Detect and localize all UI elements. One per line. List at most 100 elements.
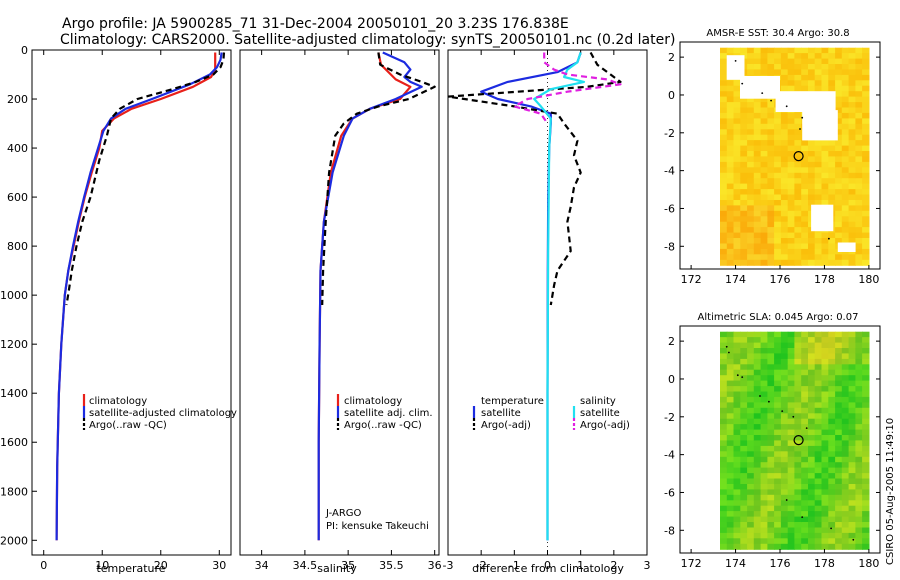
map-cell [787, 118, 796, 125]
map-cell [720, 183, 728, 190]
map-cell [780, 505, 789, 512]
map-cell [767, 467, 775, 474]
map-cell [855, 129, 863, 136]
map-cell [720, 58, 728, 65]
map-cell [841, 435, 850, 441]
map-cell [835, 380, 843, 387]
map-cell [780, 167, 789, 174]
map-cell [828, 243, 836, 250]
map-cell [774, 456, 782, 463]
map-cell [862, 107, 870, 114]
map-cell [855, 85, 863, 92]
map-cell [862, 478, 870, 485]
map-cell [767, 216, 775, 223]
map-cell [740, 451, 748, 458]
map-cell [808, 145, 816, 152]
map-cell [794, 538, 802, 545]
map-cell [760, 429, 768, 436]
map-cell [767, 500, 775, 507]
map-cell [753, 96, 762, 103]
map-cell [848, 80, 856, 87]
map-cell [733, 543, 741, 550]
map-cell [747, 451, 755, 458]
map-cell [835, 210, 843, 217]
map-cell [835, 543, 843, 550]
map-cell [794, 178, 802, 185]
map-cell [814, 386, 823, 393]
map-cell [726, 358, 735, 365]
map-cell [767, 140, 775, 147]
map-cell [767, 194, 775, 201]
map-cell [828, 538, 836, 545]
map-cell [747, 440, 755, 447]
map-cell [767, 342, 775, 349]
map-cell [814, 69, 823, 76]
map-cell [835, 342, 843, 349]
map-cell [720, 227, 728, 234]
map-cell [774, 375, 782, 382]
map-x-tick-label: 176 [770, 273, 791, 286]
map-cell [828, 418, 836, 425]
map-cell [753, 494, 762, 501]
map-cell [720, 200, 728, 206]
map-cell [740, 47, 748, 54]
map-cell [760, 538, 768, 545]
legend-label: satellite [481, 408, 521, 419]
map-cell [740, 353, 748, 360]
map-cell [821, 348, 829, 354]
map-cell [794, 123, 802, 130]
map-cell [774, 413, 782, 420]
map-cell [740, 364, 748, 371]
map-cell [828, 375, 836, 382]
map-cell [760, 375, 768, 382]
map-cell [848, 418, 856, 425]
map-y-tick-label: 2 [668, 51, 675, 64]
map-cell [733, 369, 741, 376]
map-cell [740, 248, 748, 255]
map-cell [862, 435, 870, 441]
map-cell [767, 462, 775, 469]
map-cell [841, 107, 850, 114]
map-cell [753, 161, 762, 168]
map-cell [794, 145, 802, 152]
altimetric-sla-map-title: Altimetric SLA: 0.045 Argo: 0.07 [698, 312, 859, 323]
map-cell [801, 435, 809, 441]
map-cell [747, 505, 755, 512]
map-cell [848, 140, 856, 147]
map-cell [780, 58, 789, 65]
map-cell [720, 494, 728, 501]
map-cell [720, 85, 728, 92]
legend-label: Argo(..raw -QC) [344, 420, 422, 431]
map-cell [720, 473, 728, 480]
map-cell [841, 396, 850, 403]
map-cell [862, 456, 870, 463]
map-cell [835, 167, 843, 174]
map-cell [794, 543, 802, 550]
map-cell [726, 353, 735, 360]
map-cell [774, 380, 782, 387]
map-cell [733, 96, 741, 103]
map-cell [780, 248, 789, 255]
map-cell [780, 516, 789, 523]
map-cell [801, 47, 809, 54]
map-cell [774, 248, 782, 255]
map-cell [862, 112, 870, 119]
map-cell [862, 494, 870, 501]
map-cell [753, 47, 762, 54]
map-cell [760, 516, 768, 523]
map-cell [740, 543, 748, 550]
map-cell [862, 353, 870, 360]
map-cell [720, 167, 728, 174]
map-cell [814, 440, 823, 447]
y-tick-label: 1000 [0, 289, 28, 302]
map-cell [841, 391, 850, 398]
map-cell [794, 418, 802, 425]
map-cell [767, 259, 775, 266]
map-cell [720, 348, 728, 354]
map-cell [774, 221, 782, 228]
map-cell [862, 167, 870, 174]
coastline-dot [785, 105, 788, 108]
map-cell [841, 364, 850, 371]
map-cell [862, 140, 870, 147]
map-cell [821, 140, 829, 147]
